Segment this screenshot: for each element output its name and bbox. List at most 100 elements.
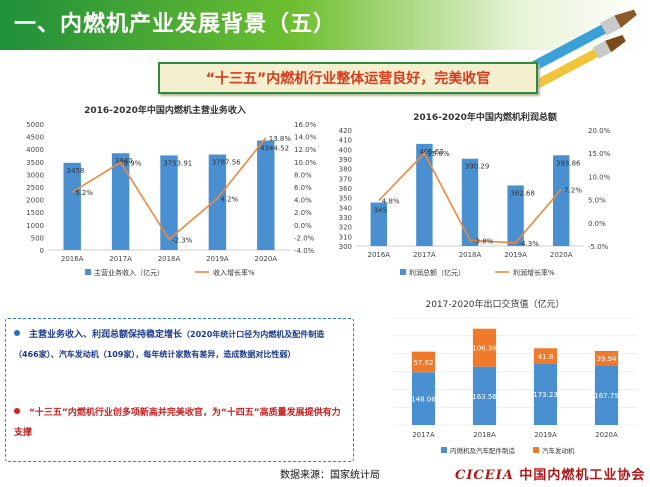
revenue-bar <box>208 154 227 250</box>
revenue-x-tick: 2016A <box>61 255 84 263</box>
paintbrush-decoration-icon <box>518 9 637 95</box>
export-bar-engine-parts <box>411 372 436 425</box>
export-bar-engine-parts <box>533 363 558 425</box>
bullet-dot-icon <box>14 330 20 336</box>
export-bar-engine-parts <box>472 366 497 425</box>
revenue-bar-label: 3787.56 <box>212 159 241 167</box>
revenue-y-tick: 3000 <box>26 171 44 179</box>
profit-y-tick: 370 <box>339 175 352 183</box>
export-bar-label: 39.94 <box>596 355 617 363</box>
revenue-legend-bar-label: 主营业务收入（亿元） <box>94 268 164 277</box>
revenue-y2-tick: 8.0% <box>294 171 312 179</box>
profit-y2-tick: 15.0% <box>588 150 611 158</box>
revenue-y2-tick: 6.0% <box>294 184 312 192</box>
revenue-x-tick: 2017A <box>109 255 132 263</box>
revenue-y2-tick: 14.0% <box>294 134 317 142</box>
export-bar-label: 148.06 <box>411 396 436 404</box>
revenue-y-tick: 500 <box>31 234 44 242</box>
title-bar: 一、内燃机产业发展背景（五） <box>0 0 650 50</box>
revenue-y2-tick: -4.0% <box>294 247 315 255</box>
profit-y-tick: 350 <box>339 195 352 203</box>
revenue-bar-label: 3458 <box>66 167 84 175</box>
profit-x-tick: 2018A <box>459 251 482 259</box>
profit-y-tick: 390 <box>339 156 352 164</box>
profit-line-label: 7.2% <box>564 186 582 194</box>
profit-x-tick: 2017A <box>413 251 436 259</box>
revenue-legend-bar-swatch <box>85 269 91 275</box>
data-source: 数据来源：国家统计局 <box>280 470 380 481</box>
export-bar-label: 163.56 <box>472 393 497 401</box>
summary-point-2: “十三五”内燃机行业创多项新高并完美收官，为“十四五”高质量发展提供有力支撑 <box>14 403 344 443</box>
export-bar-engine-parts <box>594 365 619 425</box>
revenue-line-label: 5.2% <box>75 189 93 197</box>
profit-bar-label: 390.29 <box>465 163 490 171</box>
export-bar-auto-engine <box>533 348 558 364</box>
revenue-y-tick: 4000 <box>26 146 44 154</box>
export-x-tick: 2019A <box>534 431 557 439</box>
export-bar-auto-engine <box>472 328 497 367</box>
profit-y-tick: 410 <box>339 137 352 145</box>
revenue-chart: 0 500 1000 1500 2000 2500 3000 3500 4000 4500 5000… <box>26 121 317 277</box>
revenue-y2-tick: 2.0% <box>294 209 312 217</box>
profit-y2-tick: -5.0% <box>588 243 609 251</box>
revenue-x-tick: 2020A <box>254 255 277 263</box>
summary-point-1-main: 主营业务收入、利润总额保持稳定增长 <box>29 330 183 340</box>
profit-y-tick: 340 <box>339 204 352 212</box>
profit-legend-bar-label: 利润总额（亿元） <box>409 268 465 277</box>
revenue-y2-tick: 16.0% <box>294 121 317 129</box>
profit-y-tick: 330 <box>339 214 352 222</box>
profit-bar-label: 345 <box>374 207 387 215</box>
revenue-bar <box>160 155 178 250</box>
profit-bar <box>552 155 570 246</box>
revenue-y2-tick: 12.0% <box>294 146 317 154</box>
export-bar-label: 106.36 <box>472 345 497 353</box>
profit-y-tick: 360 <box>339 185 352 193</box>
profit-line-label: -4.3% <box>519 240 540 248</box>
logo-cn: 中国内燃机工业协会 <box>519 468 646 483</box>
revenue-y-tick: 1000 <box>26 222 44 230</box>
export-bar-label: 173.23 <box>533 391 558 399</box>
export-bar-auto-engine <box>411 351 436 373</box>
revenue-bar-label: 3840 <box>115 157 133 165</box>
profit-line-label: -3.8% <box>473 237 494 245</box>
revenue-line-label: 13.8% <box>269 135 292 143</box>
profit-x-tick: 2020A <box>550 251 573 259</box>
summary-point-1: 主营业务收入、利润总额保持稳定增长（2020年统计口径为内燃机及配件制造（466… <box>14 325 344 365</box>
revenue-bar <box>257 140 275 250</box>
revenue-y2-tick: 0.0% <box>294 222 312 230</box>
profit-legend-line-label: 利润增长率% <box>513 268 555 277</box>
profit-legend-bar-swatch <box>400 269 406 275</box>
revenue-line-label: 4.2% <box>220 195 238 203</box>
logo-en: CICEIA <box>455 468 514 483</box>
chart1-title: 2016-2020年中国内燃机主营业务收入 <box>84 106 246 116</box>
page-title: 一、内燃机产业发展背景（五） <box>14 12 337 37</box>
profit-y-tick: 310 <box>339 233 352 241</box>
profit-y-tick: 300 <box>339 243 352 251</box>
export-x-tick: 2020A <box>595 431 618 439</box>
revenue-y2-tick: 4.0% <box>294 197 312 205</box>
export-bar-auto-engine <box>594 350 619 366</box>
profit-bar <box>507 185 524 246</box>
profit-bar <box>370 202 388 246</box>
export-x-tick: 2017A <box>412 431 435 439</box>
chart3-title: 2017-2020年出口交货值（亿元） <box>425 300 565 310</box>
profit-bar <box>416 143 433 246</box>
export-legend-swatch-1 <box>441 447 447 453</box>
chart2-title: 2016-2020年中国内燃机利润总额 <box>413 113 557 123</box>
export-chart: 148.06 57.62 2017A 163.56 106.36 2018A 173.23 4… <box>393 317 637 455</box>
revenue-bar-label: 4344.52 <box>260 145 289 153</box>
revenue-y-tick: 3500 <box>26 159 44 167</box>
profit-bar <box>461 158 479 246</box>
profit-y2-tick: 0.0% <box>588 220 606 228</box>
revenue-y-tick: 5000 <box>26 121 44 129</box>
profit-y-tick: 380 <box>339 166 352 174</box>
profit-growth-line <box>378 151 562 244</box>
revenue-growth-line <box>71 137 267 241</box>
revenue-line-label: 9.9% <box>124 159 142 167</box>
export-legend-swatch-2 <box>533 447 539 453</box>
profit-y-tick: 420 <box>339 127 352 135</box>
export-bar-label: 57.62 <box>413 359 433 367</box>
revenue-y-tick: 2000 <box>26 197 44 205</box>
